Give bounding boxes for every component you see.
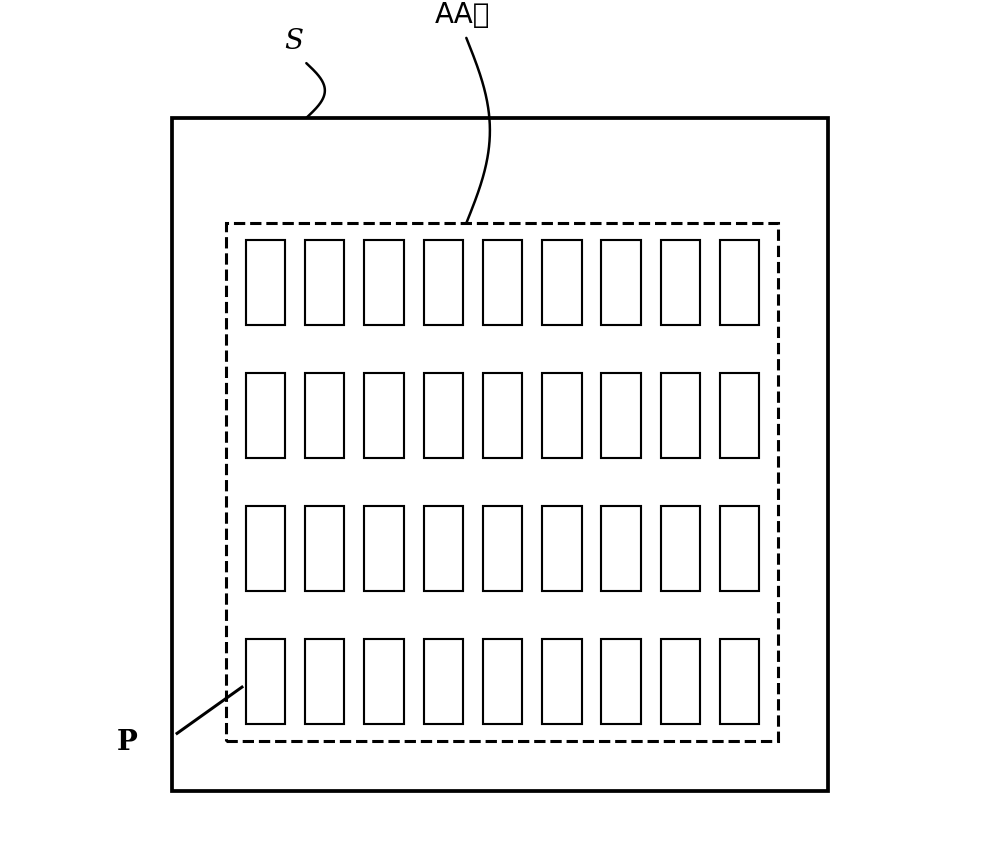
Bar (172, 118, 828, 791)
Bar (661, 639, 700, 724)
Bar (601, 506, 641, 591)
Bar (542, 373, 582, 458)
Bar (483, 373, 522, 458)
Bar (542, 639, 582, 724)
Bar (246, 639, 285, 724)
Text: AA区: AA区 (434, 2, 490, 29)
Bar (483, 639, 522, 724)
Text: P: P (117, 729, 138, 756)
Bar (601, 373, 641, 458)
Text: S: S (284, 28, 303, 55)
Bar (364, 240, 404, 325)
Bar (542, 240, 582, 325)
Bar (246, 240, 285, 325)
Bar (305, 373, 344, 458)
Bar (720, 240, 759, 325)
Bar (720, 639, 759, 724)
Bar (424, 373, 463, 458)
Bar (483, 506, 522, 591)
Bar (364, 506, 404, 591)
Bar (424, 506, 463, 591)
Bar (720, 506, 759, 591)
Bar (246, 373, 285, 458)
Bar (542, 506, 582, 591)
Bar (601, 240, 641, 325)
Bar (305, 506, 344, 591)
Bar (661, 506, 700, 591)
Bar (720, 373, 759, 458)
Bar (424, 240, 463, 325)
Bar (601, 639, 641, 724)
Bar (305, 639, 344, 724)
Bar (305, 240, 344, 325)
Bar (661, 373, 700, 458)
Bar (226, 223, 778, 741)
Bar (364, 639, 404, 724)
Bar (424, 639, 463, 724)
Bar (661, 240, 700, 325)
Bar (246, 506, 285, 591)
Bar (364, 373, 404, 458)
Bar (483, 240, 522, 325)
